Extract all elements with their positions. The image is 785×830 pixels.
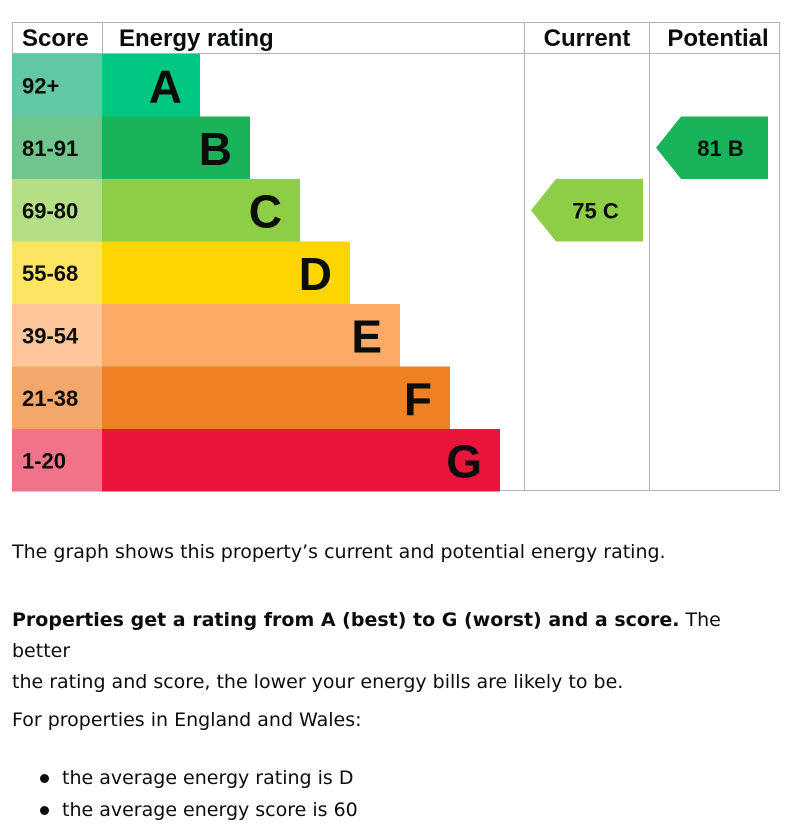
rating-bands: 92+ A 81-91 B 69-80 C 55-68 D 39-54 E 21-38 F 1-20 G <box>12 54 500 492</box>
rating-letter-f: F <box>404 373 432 425</box>
list-item-average-rating: the average energy rating is D <box>12 762 358 794</box>
rating-letter-d: D <box>299 248 332 300</box>
header-current: Current <box>544 25 631 52</box>
rating-bar-c <box>102 179 300 242</box>
score-range-e: 39-54 <box>22 323 79 348</box>
list-item-average-score: the average energy score is 60 <box>12 794 358 826</box>
rating-letter-e: E <box>351 310 382 362</box>
score-range-g: 1-20 <box>22 448 66 473</box>
rating-explanation-rest-2: the rating and score, the lower your ene… <box>12 671 624 693</box>
score-range-f: 21-38 <box>22 386 78 411</box>
header-energy-rating: Energy rating <box>119 25 274 52</box>
header-score: Score <box>22 25 89 52</box>
rating-letter-b: B <box>199 123 232 175</box>
score-cell-a <box>12 54 102 117</box>
rating-letter-a: A <box>149 60 182 112</box>
score-cell-f <box>12 366 102 429</box>
average-list: the average energy rating is D the avera… <box>12 762 358 826</box>
rating-letter-c: C <box>249 185 282 237</box>
rating-bar-a <box>102 54 200 117</box>
rating-explanation-bold: Properties get a rating from A (best) to… <box>12 609 680 631</box>
score-range-c: 69-80 <box>22 198 78 223</box>
current-rating-label: 75 C <box>572 198 619 223</box>
rating-indicators: 75 C 81 B <box>531 116 768 242</box>
rating-bar-b <box>102 116 250 179</box>
average-rating-text: the average energy rating is D <box>62 767 354 789</box>
bullet-icon <box>40 774 49 783</box>
region-intro: For properties in England and Wales: <box>12 709 362 731</box>
score-cell-e <box>12 304 102 367</box>
rating-explanation: Properties get a rating from A (best) to… <box>12 605 782 698</box>
score-cell-c <box>12 179 102 242</box>
rating-bar-e <box>102 304 400 367</box>
average-score-text: the average energy score is 60 <box>62 799 358 821</box>
score-cell-d <box>12 241 102 304</box>
rating-explanation-rest-1: The better <box>12 609 721 662</box>
bullet-icon <box>40 806 49 815</box>
current-rating-arrow <box>531 179 643 242</box>
potential-rating-arrow <box>656 116 768 179</box>
rating-bar-d <box>102 241 350 304</box>
score-range-a: 92+ <box>22 73 59 98</box>
score-range-d: 55-68 <box>22 261 78 286</box>
score-cell-g <box>12 429 102 492</box>
score-cell-b <box>12 116 102 179</box>
rating-bar-g <box>102 429 500 492</box>
potential-rating-label: 81 B <box>697 136 743 161</box>
score-range-b: 81-91 <box>22 136 78 161</box>
header-potential: Potential <box>667 25 768 52</box>
rating-bar-f <box>102 366 450 429</box>
graph-description: The graph shows this property’s current … <box>12 541 666 563</box>
rating-letter-g: G <box>446 435 482 487</box>
epc-chart: Score Energy rating Current Potential 92… <box>12 22 780 492</box>
